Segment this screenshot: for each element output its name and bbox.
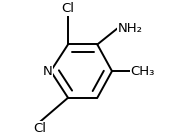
Text: NH₂: NH₂ xyxy=(117,22,142,35)
Text: Cl: Cl xyxy=(34,122,46,135)
Text: Cl: Cl xyxy=(62,2,74,15)
Text: N: N xyxy=(42,65,52,78)
Text: CH₃: CH₃ xyxy=(131,65,155,78)
